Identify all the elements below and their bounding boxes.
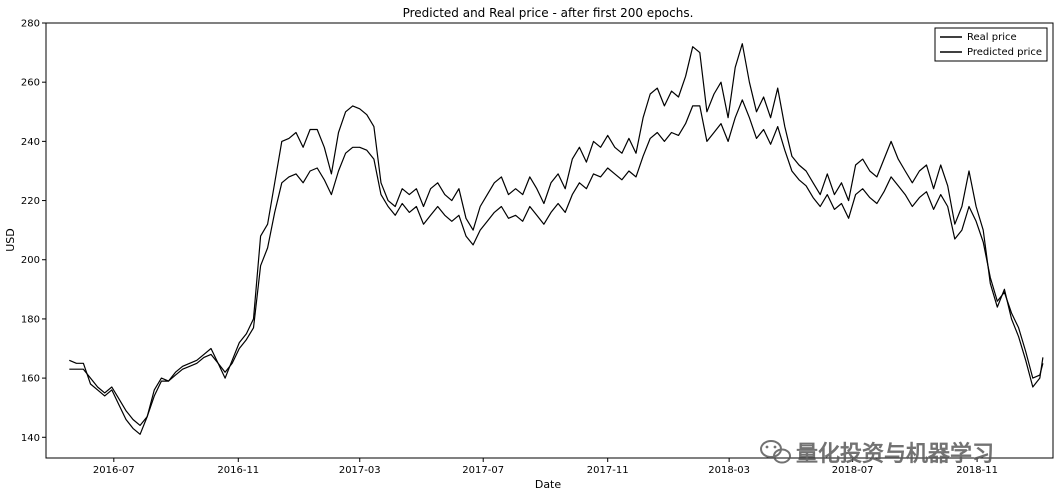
- x-tick-label: 2018-11: [956, 465, 998, 476]
- x-tick-label: 2018-03: [708, 465, 750, 476]
- x-axis: 2016-07 2016-11 2017-03 2017-07 2017-11 2018-…: [93, 458, 998, 476]
- x-tick-label: 2017-07: [462, 465, 504, 476]
- legend-box: [934, 27, 1048, 62]
- x-tick-label: 2017-03: [339, 465, 381, 476]
- x-tick-label: 2016-07: [93, 465, 135, 476]
- y-axis-label: USD: [4, 228, 17, 252]
- y-tick-label: 140: [21, 433, 40, 444]
- y-axis: 140 160 180 200 220 240 260 280: [21, 19, 46, 444]
- series-layer: [69, 43, 1044, 435]
- watermark-text: 量化投资与机器学习: [796, 441, 994, 467]
- plot-area: [45, 22, 1054, 459]
- watermark: 量化投资与机器学习: [760, 440, 994, 467]
- legend-label-predicted: Predicted price: [967, 47, 1042, 58]
- y-tick-label: 240: [21, 137, 40, 148]
- x-tick-label: 2017-11: [587, 465, 629, 476]
- wechat-icon: [760, 440, 791, 464]
- y-tick-label: 220: [21, 196, 40, 207]
- y-tick-label: 280: [21, 19, 40, 30]
- y-tick-label: 160: [21, 374, 40, 385]
- x-axis-label: Date: [535, 478, 562, 491]
- legend-label-real: Real price: [967, 32, 1017, 43]
- y-tick-label: 200: [21, 255, 40, 266]
- x-tick-label: 2018-07: [832, 465, 874, 476]
- chart-title: Predicted and Real price - after first 2…: [403, 6, 694, 20]
- legend: Real price Predicted price: [934, 27, 1048, 62]
- series-line-predicted-price: [69, 99, 1044, 426]
- y-tick-label: 260: [21, 78, 40, 89]
- x-tick-label: 2016-11: [217, 465, 259, 476]
- y-tick-label: 180: [21, 314, 40, 325]
- series-line-real-price: [69, 43, 1044, 435]
